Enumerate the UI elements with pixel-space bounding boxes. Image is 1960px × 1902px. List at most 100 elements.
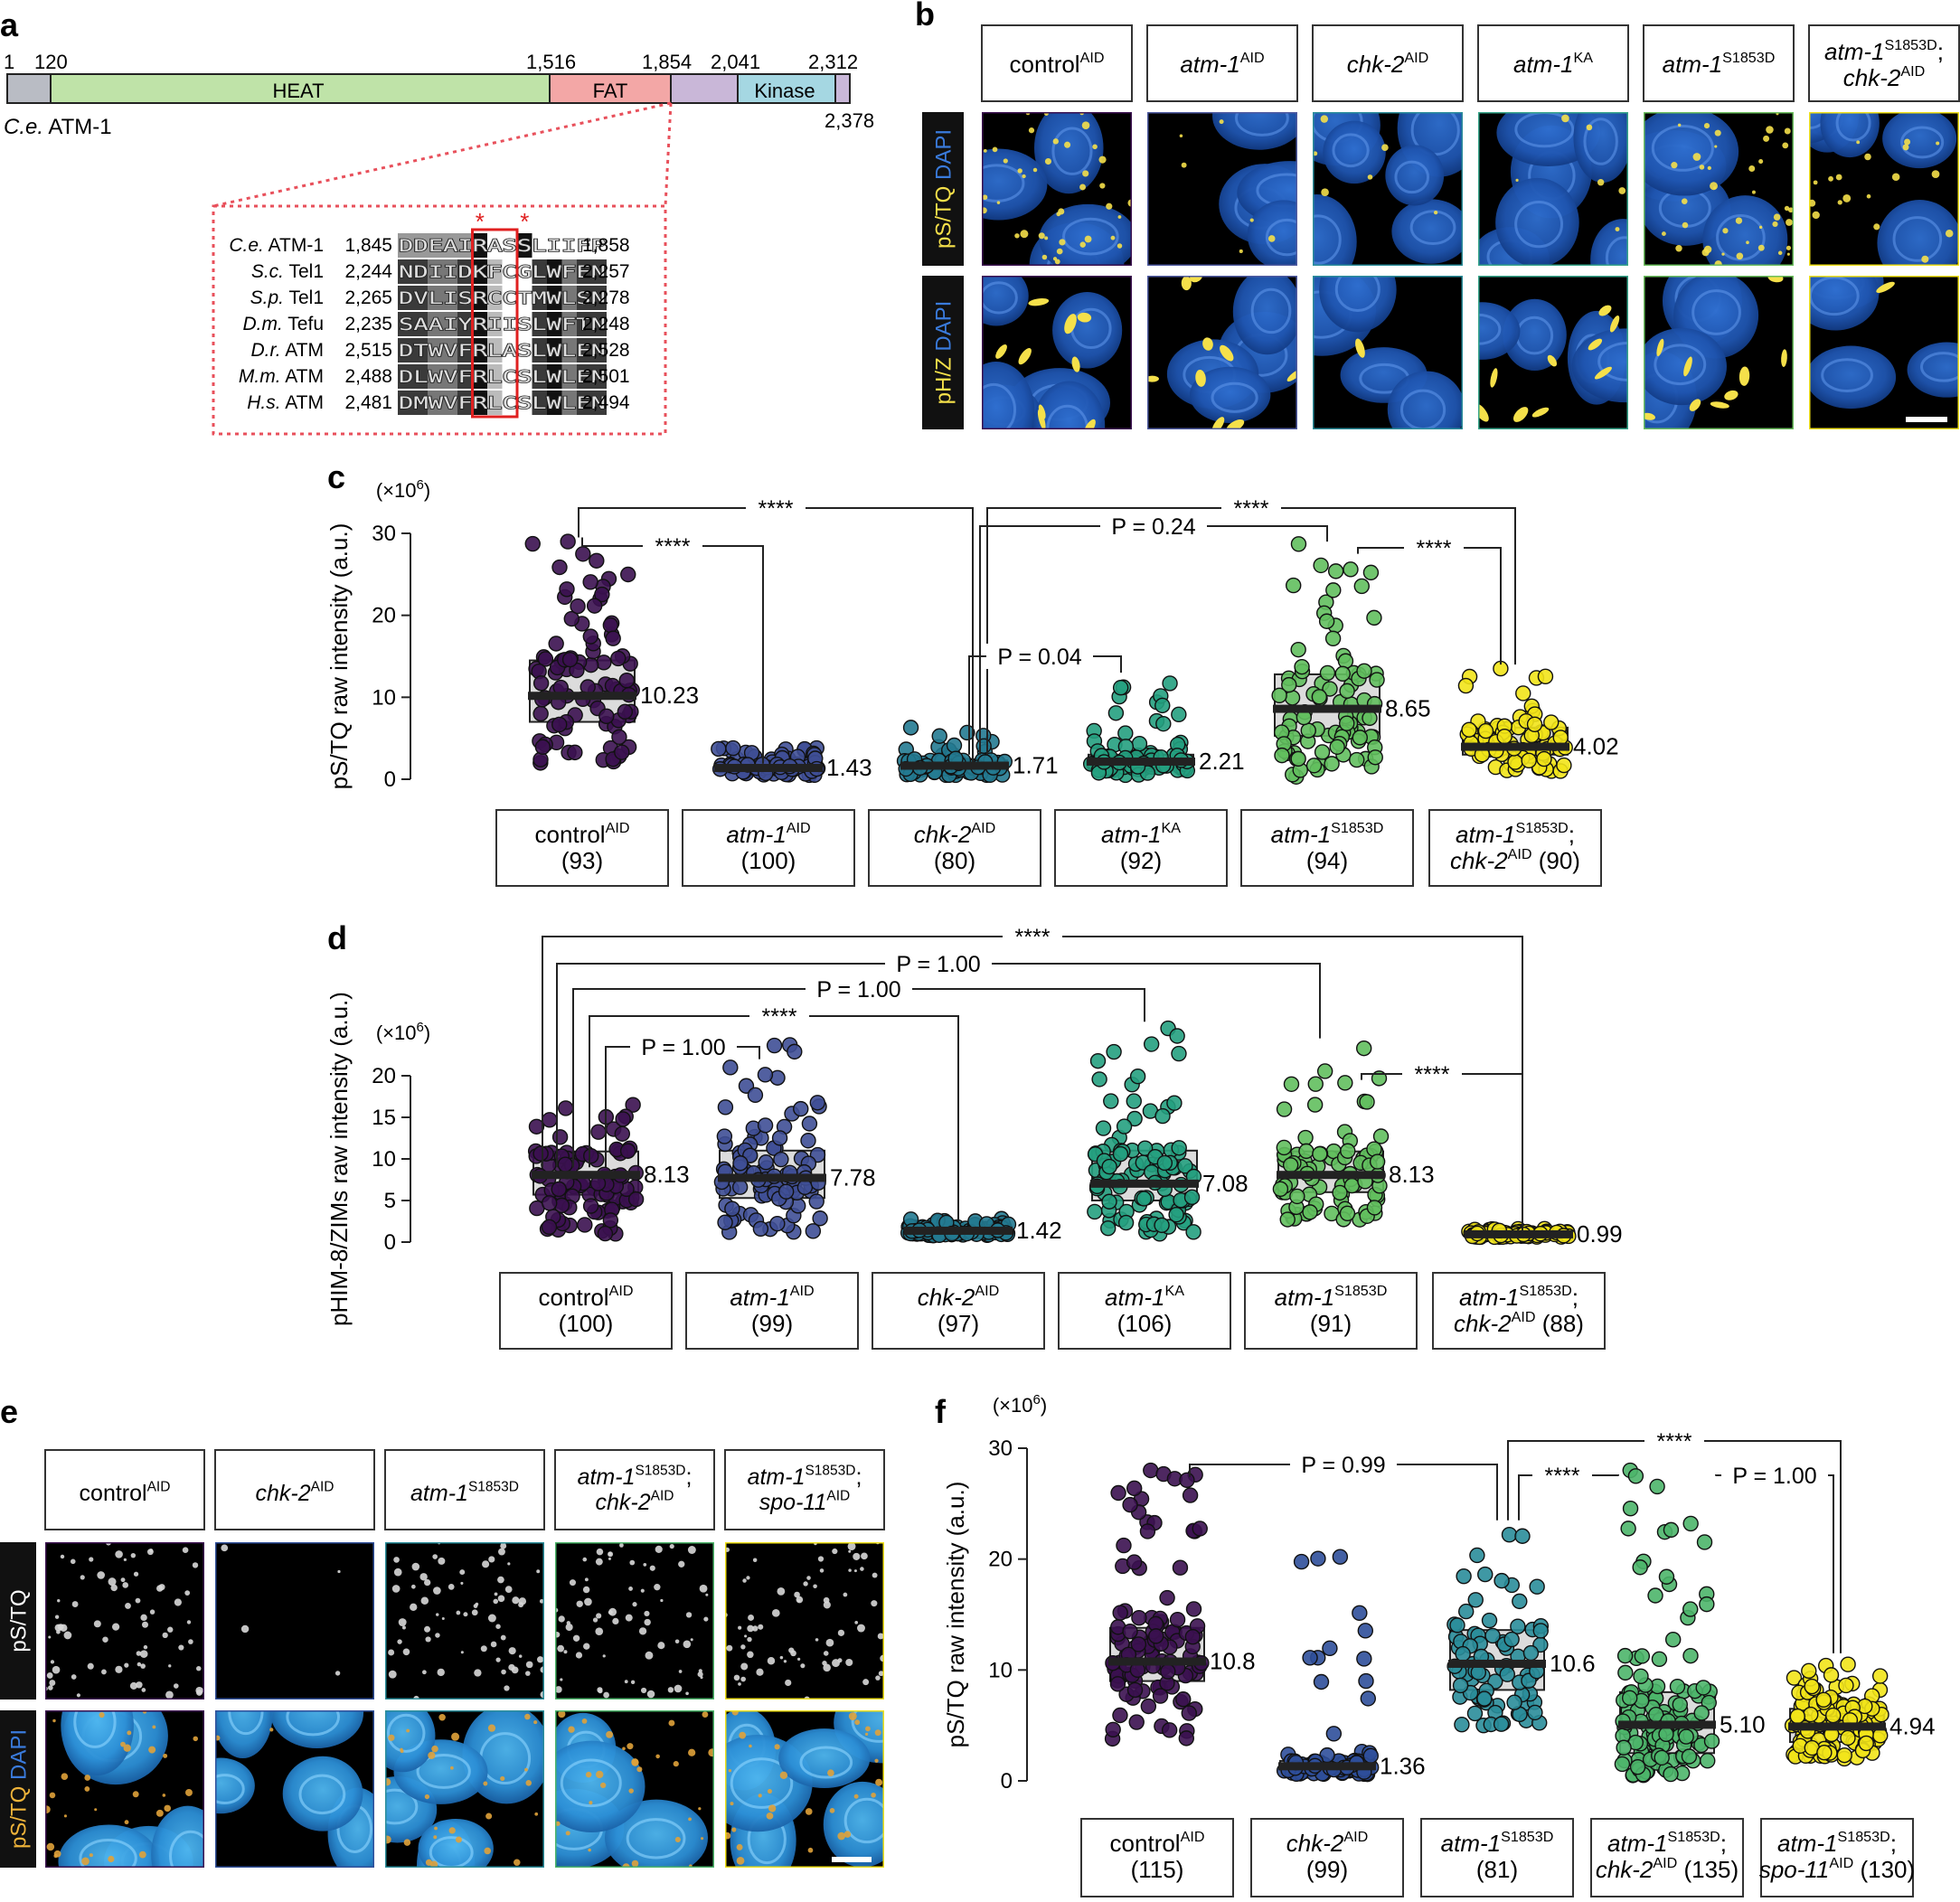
genotype-n: (80) <box>934 847 975 874</box>
row-label-text: pS/TQ DAPI <box>931 129 956 249</box>
significance-label: P = 0.24 <box>1111 514 1195 540</box>
median-bar <box>1277 1171 1385 1180</box>
column-header <box>1477 24 1629 102</box>
stat-label-bg <box>1290 1452 1397 1477</box>
y-tick-label: 5 <box>384 1189 396 1213</box>
group-label-box <box>1244 1272 1418 1350</box>
median-bar <box>1108 1657 1206 1666</box>
alignment-shade <box>398 286 413 310</box>
data-point <box>1359 1094 1375 1110</box>
alignment-shade <box>428 391 443 415</box>
median-bar <box>1087 757 1195 766</box>
alignment-shade <box>532 233 547 258</box>
data-point <box>1362 710 1378 727</box>
alignment-shade <box>591 312 607 336</box>
data-point <box>1117 1214 1135 1231</box>
data-point <box>959 724 975 741</box>
y-tick-label: 0 <box>384 767 396 792</box>
row-label-bg <box>922 112 964 266</box>
row-label-bg <box>0 1542 36 1700</box>
alignment-start: 2,488 <box>344 366 392 387</box>
micrograph-tile <box>385 1710 544 1868</box>
data-point <box>1286 577 1302 594</box>
median-bar <box>1788 1722 1886 1731</box>
alignment-box <box>212 204 667 436</box>
micrograph-tile <box>1644 276 1794 429</box>
data-point <box>597 1225 614 1242</box>
data-point <box>625 1097 641 1113</box>
significance-label: **** <box>1417 536 1452 561</box>
genotype-label-line2: spo-11AID (130) <box>1759 1855 1915 1883</box>
data-point <box>551 1181 567 1198</box>
panel-letter-f: f <box>935 1393 947 1430</box>
data-point <box>1143 1036 1160 1052</box>
data-point <box>598 708 615 724</box>
data-point <box>1306 1097 1324 1113</box>
alignment-shade <box>412 233 428 258</box>
data-point <box>1678 1728 1694 1745</box>
data-point <box>1353 578 1370 595</box>
data-point <box>1089 1052 1107 1069</box>
data-point <box>1356 1651 1372 1667</box>
data-point <box>1699 1596 1715 1613</box>
alignment-shade <box>487 286 503 310</box>
micrograph-tile <box>215 1542 374 1700</box>
data-point <box>1700 1753 1716 1769</box>
genotype-label-line2: chk-2AID (88) <box>1454 1309 1584 1337</box>
data-point <box>1663 1521 1680 1539</box>
genotype-n: (106) <box>1117 1310 1173 1337</box>
alignment-shade <box>487 233 503 258</box>
data-point <box>563 610 580 627</box>
micrograph-tile <box>982 276 1132 429</box>
genotype-label: controlAID <box>80 1480 171 1507</box>
data-point <box>1324 756 1340 772</box>
data-point <box>617 703 634 720</box>
data-point <box>1101 1158 1117 1175</box>
alignment-shade <box>398 233 413 258</box>
data-point <box>1334 665 1351 683</box>
row-label: pS/TQ DAPI <box>931 129 956 249</box>
median-label: 1.43 <box>826 754 872 781</box>
group-label-box <box>868 809 1041 887</box>
data-point <box>1622 1500 1639 1517</box>
alignment-shade <box>591 233 607 258</box>
data-point <box>1279 1211 1296 1228</box>
data-point <box>757 1117 774 1134</box>
data-point <box>537 651 554 667</box>
median-label: 5.10 <box>1720 1710 1766 1737</box>
panel-c: c 0 10 20 30 (×106) pS/TQ raw intensity (a.u.… <box>325 458 1619 887</box>
column-header <box>1146 24 1298 102</box>
data-point <box>1324 630 1342 646</box>
data-point <box>1107 705 1125 721</box>
data-point <box>1672 1696 1688 1713</box>
data-point <box>808 1193 825 1210</box>
genotype-n: (91) <box>1310 1310 1352 1337</box>
stat-label-bg <box>1532 1463 1592 1488</box>
median-bar <box>532 1171 640 1180</box>
alignment-shade <box>517 338 532 363</box>
row-label-text: pH/Z DAPI <box>931 301 956 405</box>
data-point <box>1126 1681 1144 1699</box>
significance-label: **** <box>762 1004 797 1030</box>
data-point <box>1332 1549 1349 1565</box>
micrograph-tile <box>215 1710 374 1868</box>
data-point <box>532 1145 549 1162</box>
data-point <box>1117 725 1134 741</box>
data-point <box>1669 1678 1686 1695</box>
alignment-shade <box>502 312 517 336</box>
data-point <box>773 1151 789 1168</box>
alignment-sequence: DLWVFRLCSLWLEN <box>399 367 606 387</box>
median-bar <box>1273 704 1381 713</box>
alignment-sequence: DVLISRCCTMWLSN <box>399 288 606 308</box>
data-point <box>1135 1191 1153 1207</box>
row-label-bg <box>922 276 964 429</box>
data-point <box>1466 1705 1484 1722</box>
alignment-shade <box>517 391 532 415</box>
data-point <box>752 1220 769 1237</box>
alignment-shade <box>547 312 562 336</box>
alignment-end: 2,501 <box>582 366 630 387</box>
data-point <box>542 1195 558 1211</box>
data-point <box>1362 1747 1379 1764</box>
data-point <box>1172 1559 1189 1576</box>
alignment-shade <box>547 364 562 389</box>
